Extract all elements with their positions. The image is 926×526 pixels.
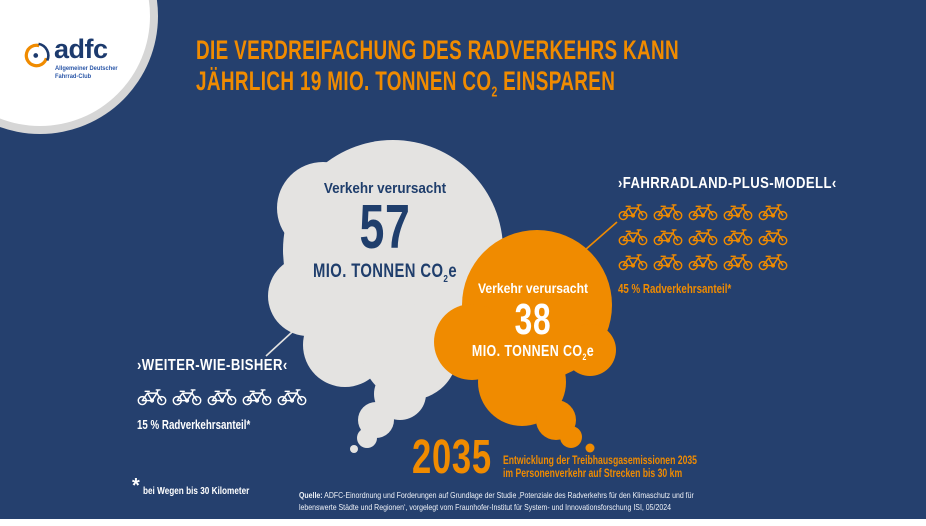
bicycle-icon <box>172 389 202 406</box>
source-label: Quelle: <box>299 490 323 500</box>
year-description-line2: im Personenverkehr auf Strecken bis 30 k… <box>503 465 683 480</box>
bubble-38-unit: MIO. TONNEN CO2e <box>464 343 601 363</box>
bubble-38-cloud <box>434 230 616 453</box>
bubble-57-unit-suffix: e <box>448 261 457 282</box>
bubble-38-label: Verkehr verursacht <box>477 281 589 296</box>
bicycle-icon <box>618 204 648 221</box>
scenario-weiter-wie-bisher-share: 15 % Radverkehrsanteil* <box>137 418 251 432</box>
headline-line2-prefix: JÄHRLICH 19 MIO. TONNEN CO <box>196 66 492 96</box>
bicycle-icon <box>758 204 788 221</box>
bicycle-icon <box>723 204 753 221</box>
bicycle-icon <box>723 254 753 271</box>
adfc-logo-subtitle: Allgemeiner Deutscher Fahrrad-Club <box>55 65 118 80</box>
headline-line2-suffix: EINSPAREN <box>497 66 616 96</box>
footnote: * bei Wegen bis 30 Kilometer <box>132 476 279 497</box>
bicycle-icon <box>207 389 237 406</box>
year-description-line1: Entwicklung der Treibhausgasemissionen 2… <box>503 453 697 467</box>
source-line1: Quelle: ADFC-Einordnung und Forderungen … <box>299 490 694 502</box>
scenario-weiter-wie-bisher-bikes <box>137 387 313 406</box>
bicycle-icon <box>688 204 718 221</box>
bicycle-icon <box>618 229 648 246</box>
headline-line1: DIE VERDREIFACHUNG DES RADVERKEHRS KANN <box>196 35 680 65</box>
bubble-38-text: Verkehr verursacht 38 MIO. TONNEN CO2e <box>445 281 621 363</box>
scenario-fahrradland-plus-share: 45 % Radverkehrsanteil* <box>618 282 732 296</box>
scenario-fahrradland-plus-bikes <box>618 202 794 271</box>
scenario-fahrradland-plus-heading: ›FAHRRADLAND-PLUS-MODELL‹ <box>618 175 837 192</box>
bicycle-icon <box>723 229 753 246</box>
footnote-text: bei Wegen bis 30 Kilometer <box>142 485 250 497</box>
adfc-logo-name: adfc <box>54 34 108 64</box>
bubble-57-value: 57 <box>359 193 411 262</box>
headline-line2: JÄHRLICH 19 MIO. TONNEN CO2 EINSPAREN <box>196 66 679 101</box>
bicycle-icon <box>758 229 788 246</box>
bubble-57-unit-subscript: 2 <box>443 273 449 285</box>
scenario-fahrradland-plus: ›FAHRRADLAND-PLUS-MODELL‹ <box>618 175 885 296</box>
pointer-line-plus <box>584 221 618 251</box>
bicycle-icon <box>653 254 683 271</box>
year-label: 2035 <box>412 431 492 484</box>
bubble-38-unit-suffix: e <box>586 343 595 360</box>
bicycle-icon <box>242 389 272 406</box>
bicycle-icon <box>688 254 718 271</box>
adfc-logo-subtitle-line1: Allgemeiner Deutscher <box>55 65 118 72</box>
source-line2: lebenswerte Städte und Regionen‘, vorgel… <box>299 501 671 512</box>
bubble-38-unit-subscript: 2 <box>582 352 587 363</box>
bubble-57-label: Verkehr verursacht <box>323 180 447 197</box>
bubble-57-unit-prefix: MIO. TONNEN CO <box>313 261 444 282</box>
bicycle-icon <box>653 204 683 221</box>
bubble-57-text: Verkehr verursacht 57 MIO. TONNEN CO2e <box>287 180 483 285</box>
bottom-white-strip <box>0 519 926 526</box>
adfc-wheel-icon <box>24 42 50 68</box>
adfc-logo-subtitle-line2: Fahrrad-Club <box>55 72 92 80</box>
pointer-line-current <box>265 321 304 357</box>
source-line1-text: ADFC-Einordnung und Forderungen auf Grun… <box>322 490 694 500</box>
bubble-57-unit: MIO. TONNEN CO2e <box>309 261 462 285</box>
year-description: Entwicklung der Treibhausgasemissionen 2… <box>503 454 697 479</box>
bicycle-icon <box>688 229 718 246</box>
bicycle-icon <box>758 254 788 271</box>
bicycle-icon <box>277 389 307 406</box>
bicycle-icon <box>137 389 167 406</box>
bicycle-icon <box>653 229 683 246</box>
source-credit: Quelle: ADFC-Einordnung und Forderungen … <box>299 490 694 513</box>
headline-co2-subscript: 2 <box>491 84 498 101</box>
scenario-weiter-wie-bisher: ›WEITER-WIE-BISHER‹ <box>137 357 321 432</box>
bubble-57-cloud <box>268 140 503 453</box>
scenario-weiter-wie-bisher-heading: ›WEITER-WIE-BISHER‹ <box>137 357 288 374</box>
bubble-38-value: 38 <box>514 295 552 344</box>
footnote-asterisk: * <box>132 475 140 497</box>
bicycle-icon <box>618 254 648 271</box>
bubble-38-unit-prefix: MIO. TONNEN CO <box>471 343 583 360</box>
headline: DIE VERDREIFACHUNG DES RADVERKEHRS KANN … <box>196 35 886 101</box>
